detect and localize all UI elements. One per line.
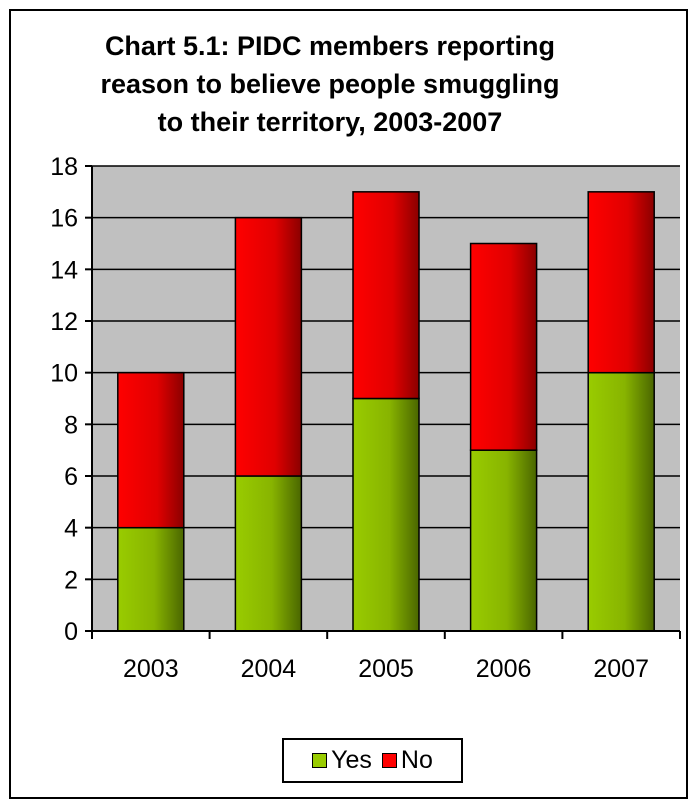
legend-item-no: No: [381, 746, 433, 775]
y-tick-label-4: 4: [64, 515, 78, 543]
x-tick-label-2004: 2004: [241, 655, 297, 683]
bar-yes-2005: [352, 397, 420, 632]
bar-yes-2003: [117, 526, 185, 632]
bar-no-2003: [117, 371, 185, 529]
y-tick-label-6: 6: [64, 463, 78, 491]
x-tick-label-2006: 2006: [476, 655, 532, 683]
y-tick-label-16: 16: [50, 205, 78, 233]
axes: [85, 165, 681, 639]
x-tick-label-2007: 2007: [593, 655, 649, 683]
bar-yes-2004: [234, 475, 303, 632]
x-tick-label-2003: 2003: [123, 655, 179, 683]
y-tick-label-18: 18: [50, 153, 78, 181]
tick-labels: 0 2 4 6 8 10 12 14 16 18 2003 2004 2005 2006 2007: [50, 153, 649, 683]
legend-item-yes: Yes: [312, 746, 372, 775]
x-tick-label-2005: 2005: [358, 655, 414, 683]
legend-label-no: No: [400, 746, 433, 774]
bars: [117, 191, 655, 632]
y-tick-label-8: 8: [64, 411, 78, 439]
legend-swatch-yes: [312, 753, 328, 768]
bar-no-2004: [234, 216, 303, 477]
bar-no-2005: [352, 191, 420, 400]
chart-title: Chart 5.1: PIDC members reporting reason…: [100, 31, 560, 137]
y-tick-label-0: 0: [64, 618, 78, 646]
y-tick-label-10: 10: [50, 360, 78, 388]
bar-no-2007: [587, 191, 655, 374]
legend: Yes No: [282, 738, 463, 783]
bar-no-2006: [469, 242, 538, 451]
bar-yes-2006: [469, 449, 538, 632]
y-tick-label-12: 12: [50, 308, 78, 336]
legend-swatch-no: [381, 753, 397, 768]
legend-label-yes: Yes: [331, 746, 372, 774]
y-tick-label-2: 2: [64, 566, 78, 594]
bar-yes-2007: [587, 371, 655, 632]
y-tick-label-14: 14: [50, 256, 78, 284]
